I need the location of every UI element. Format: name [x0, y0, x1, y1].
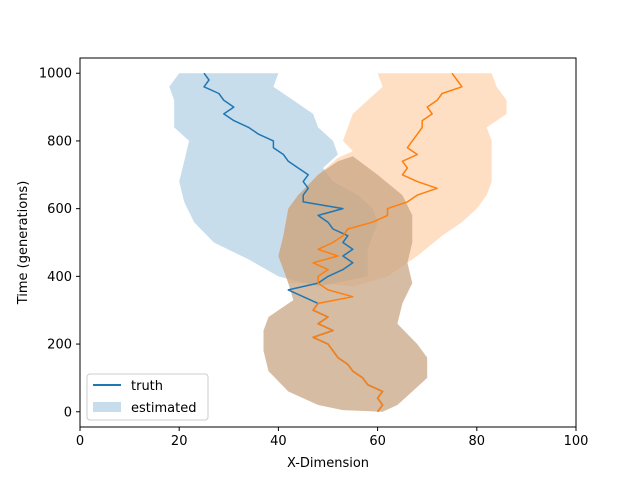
y-tick-label: 1000 — [39, 67, 72, 82]
y-tick-label: 800 — [47, 134, 72, 149]
x-tick-label: 40 — [270, 434, 287, 449]
y-tick-label: 200 — [47, 338, 72, 353]
legend-patch-swatch — [93, 402, 121, 412]
x-tick-label: 100 — [564, 434, 589, 449]
y-tick-label: 400 — [47, 270, 72, 285]
y-tick-label: 600 — [47, 202, 72, 217]
x-tick-label: 60 — [369, 434, 386, 449]
y-axis-label: Time (generations) — [16, 181, 31, 306]
legend: truth estimated — [86, 373, 209, 421]
truth-orange-line — [312, 72, 463, 413]
legend-label-estimated: estimated — [131, 401, 196, 416]
estimated-bands — [169, 73, 507, 412]
legend-label-truth: truth — [131, 379, 163, 394]
x-tick-label: 0 — [76, 434, 84, 449]
x-axis-label: X-Dimension — [287, 456, 369, 471]
x-tick-label: 80 — [469, 434, 486, 449]
y-tick-label: 0 — [64, 405, 72, 420]
estimated-overlap-band — [263, 156, 428, 412]
truth-lines — [203, 72, 463, 413]
plot-frame — [79, 57, 577, 428]
x-tick-label: 20 — [171, 434, 188, 449]
